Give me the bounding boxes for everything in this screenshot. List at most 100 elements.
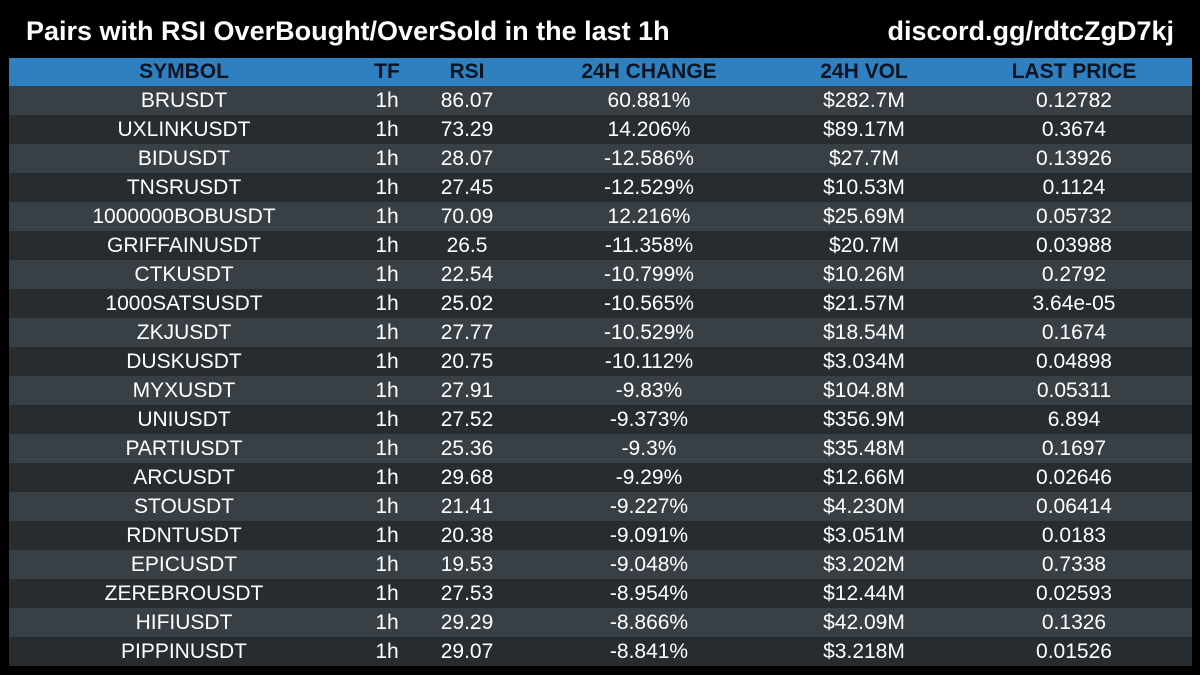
symbol-cell: UXLINKUSDT [117, 117, 251, 141]
rsi-table: SYMBOL TF RSI 24H CHANGE 24H VOL LAST PR… [9, 58, 1192, 666]
tf-cell: 1h [375, 552, 399, 576]
tf-cell: 1h [375, 262, 399, 286]
rsi-cell: 28.07 [440, 146, 494, 170]
tf-cell: 1h [375, 523, 399, 547]
volume-cell: $20.7M [828, 233, 900, 257]
tf-cell: 1h [375, 407, 399, 431]
table-row[interactable]: ZEREBROUSDT 1h 27.53 -8.954% $12.44M 0.02593 [9, 579, 1192, 608]
symbol-cell: 1000SATSUSDT [105, 291, 263, 315]
column-header-tf[interactable]: TF [374, 60, 400, 83]
column-header-last-price[interactable]: LAST PRICE [1011, 60, 1137, 83]
price-cell: 0.13926 [1036, 146, 1112, 170]
change-cell: -9.373% [609, 407, 689, 431]
rsi-cell: 25.02 [440, 291, 494, 315]
volume-cell: $12.44M [823, 581, 905, 605]
rsi-cell: 27.45 [440, 175, 494, 199]
symbol-cell: DUSKUSDT [126, 349, 242, 373]
tf-cell: 1h [375, 117, 399, 141]
rsi-cell: 29.07 [440, 639, 494, 663]
top-bar: Pairs with RSI OverBought/OverSold in th… [0, 0, 1200, 58]
column-header-24h-vol[interactable]: 24H VOL [820, 60, 908, 83]
symbol-cell: BIDUSDT [137, 146, 231, 170]
table-row[interactable]: UXLINKUSDT 1h 73.29 14.206% $89.17M 0.3674 [9, 115, 1192, 144]
table-row[interactable]: PIPPINUSDT 1h 29.07 -8.841% $3.218M 0.01526 [9, 637, 1192, 666]
column-header-rsi[interactable]: RSI [449, 60, 485, 83]
volume-cell: $282.7M [823, 88, 905, 112]
price-cell: 0.12782 [1036, 88, 1112, 112]
table-row[interactable]: MYXUSDT 1h 27.91 -9.83% $104.8M 0.05311 [9, 376, 1192, 405]
tf-cell: 1h [375, 610, 399, 634]
rsi-cell: 27.52 [440, 407, 494, 431]
table-body: BRUSDT 1h 86.07 60.881% $282.7M 0.12782 UXLINK… [9, 86, 1192, 666]
table-row[interactable]: DUSKUSDT 1h 20.75 -10.112% $3.034M 0.04898 [9, 347, 1192, 376]
price-cell: 6.894 [1047, 407, 1101, 431]
change-cell: -8.866% [609, 610, 689, 634]
change-cell: -9.29% [615, 465, 683, 489]
table-row[interactable]: TNSRUSDT 1h 27.45 -12.529% $10.53M 0.1124 [9, 173, 1192, 202]
price-cell: 0.1697 [1041, 436, 1107, 460]
rsi-cell: 27.53 [440, 581, 494, 605]
change-cell: -10.529% [604, 320, 694, 344]
table-row[interactable]: ARCUSDT 1h 29.68 -9.29% $12.66M 0.02646 [9, 463, 1192, 492]
tf-cell: 1h [375, 494, 399, 518]
volume-cell: $10.53M [823, 175, 905, 199]
column-header-24h-change[interactable]: 24H CHANGE [581, 60, 717, 83]
tf-cell: 1h [375, 291, 399, 315]
volume-cell: $27.7M [828, 146, 900, 170]
tf-cell: 1h [375, 378, 399, 402]
symbol-cell: MYXUSDT [132, 378, 236, 402]
tf-cell: 1h [375, 465, 399, 489]
table-row[interactable]: HIFIUSDT 1h 29.29 -8.866% $42.09M 0.1326 [9, 608, 1192, 637]
price-cell: 0.2792 [1041, 262, 1107, 286]
change-cell: -9.227% [609, 494, 689, 518]
rsi-cell: 26.5 [446, 233, 488, 257]
volume-cell: $356.9M [823, 407, 905, 431]
volume-cell: $3.218M [823, 639, 905, 663]
price-cell: 0.0183 [1041, 523, 1107, 547]
table-row[interactable]: RDNTUSDT 1h 20.38 -9.091% $3.051M 0.0183 [9, 521, 1192, 550]
column-header-symbol[interactable]: SYMBOL [139, 60, 229, 83]
table-row[interactable]: CTKUSDT 1h 22.54 -10.799% $10.26M 0.2792 [9, 260, 1192, 289]
table-row[interactable]: STOUSDT 1h 21.41 -9.227% $4.230M 0.06414 [9, 492, 1192, 521]
rsi-cell: 29.29 [440, 610, 494, 634]
table-row[interactable]: EPICUSDT 1h 19.53 -9.048% $3.202M 0.7338 [9, 550, 1192, 579]
price-cell: 0.05311 [1036, 378, 1112, 402]
table-row[interactable]: ZKJUSDT 1h 27.77 -10.529% $18.54M 0.1674 [9, 318, 1192, 347]
volume-cell: $21.57M [823, 291, 905, 315]
price-cell: 0.1124 [1042, 175, 1106, 199]
rsi-cell: 86.07 [440, 88, 494, 112]
change-cell: -12.529% [604, 175, 694, 199]
price-cell: 0.1326 [1041, 610, 1107, 634]
table-row[interactable]: GRIFFAINUSDT 1h 26.5 -11.358% $20.7M 0.03988 [9, 231, 1192, 260]
change-cell: -10.565% [604, 291, 694, 315]
table-row[interactable]: BRUSDT 1h 86.07 60.881% $282.7M 0.12782 [9, 86, 1192, 115]
symbol-cell: CTKUSDT [134, 262, 234, 286]
rsi-cell: 21.41 [440, 494, 494, 518]
table-row[interactable]: BIDUSDT 1h 28.07 -12.586% $27.7M 0.13926 [9, 144, 1192, 173]
tf-cell: 1h [375, 175, 399, 199]
symbol-cell: RDNTUSDT [126, 523, 242, 547]
volume-cell: $35.48M [823, 436, 905, 460]
tf-cell: 1h [375, 146, 399, 170]
price-cell: 0.06414 [1036, 494, 1112, 518]
change-cell: 14.206% [607, 117, 691, 141]
price-cell: 0.02593 [1036, 581, 1112, 605]
table-row[interactable]: 1000000BOBUSDT 1h 70.09 12.216% $25.69M 0.057… [9, 202, 1192, 231]
price-cell: 0.04898 [1036, 349, 1112, 373]
change-cell: -10.799% [604, 262, 694, 286]
discord-link[interactable]: discord.gg/rdtcZgD7kj [887, 16, 1174, 46]
volume-cell: $89.17M [823, 117, 905, 141]
table-row[interactable]: UNIUSDT 1h 27.52 -9.373% $356.9M 6.894 [9, 405, 1192, 434]
tf-cell: 1h [375, 88, 399, 112]
symbol-cell: UNIUSDT [137, 407, 231, 431]
table-row[interactable]: PARTIUSDT 1h 25.36 -9.3% $35.48M 0.1697 [9, 434, 1192, 463]
price-cell: 0.1674 [1041, 320, 1107, 344]
volume-cell: $3.051M [823, 523, 905, 547]
rsi-cell: 27.91 [440, 378, 494, 402]
table-row[interactable]: 1000SATSUSDT 1h 25.02 -10.565% $21.57M 3.64e-… [9, 289, 1192, 318]
tf-cell: 1h [375, 639, 399, 663]
price-cell: 0.3674 [1041, 117, 1107, 141]
change-cell: -10.112% [604, 349, 694, 373]
rsi-cell: 19.53 [440, 552, 494, 576]
change-cell: -9.091% [609, 523, 689, 547]
